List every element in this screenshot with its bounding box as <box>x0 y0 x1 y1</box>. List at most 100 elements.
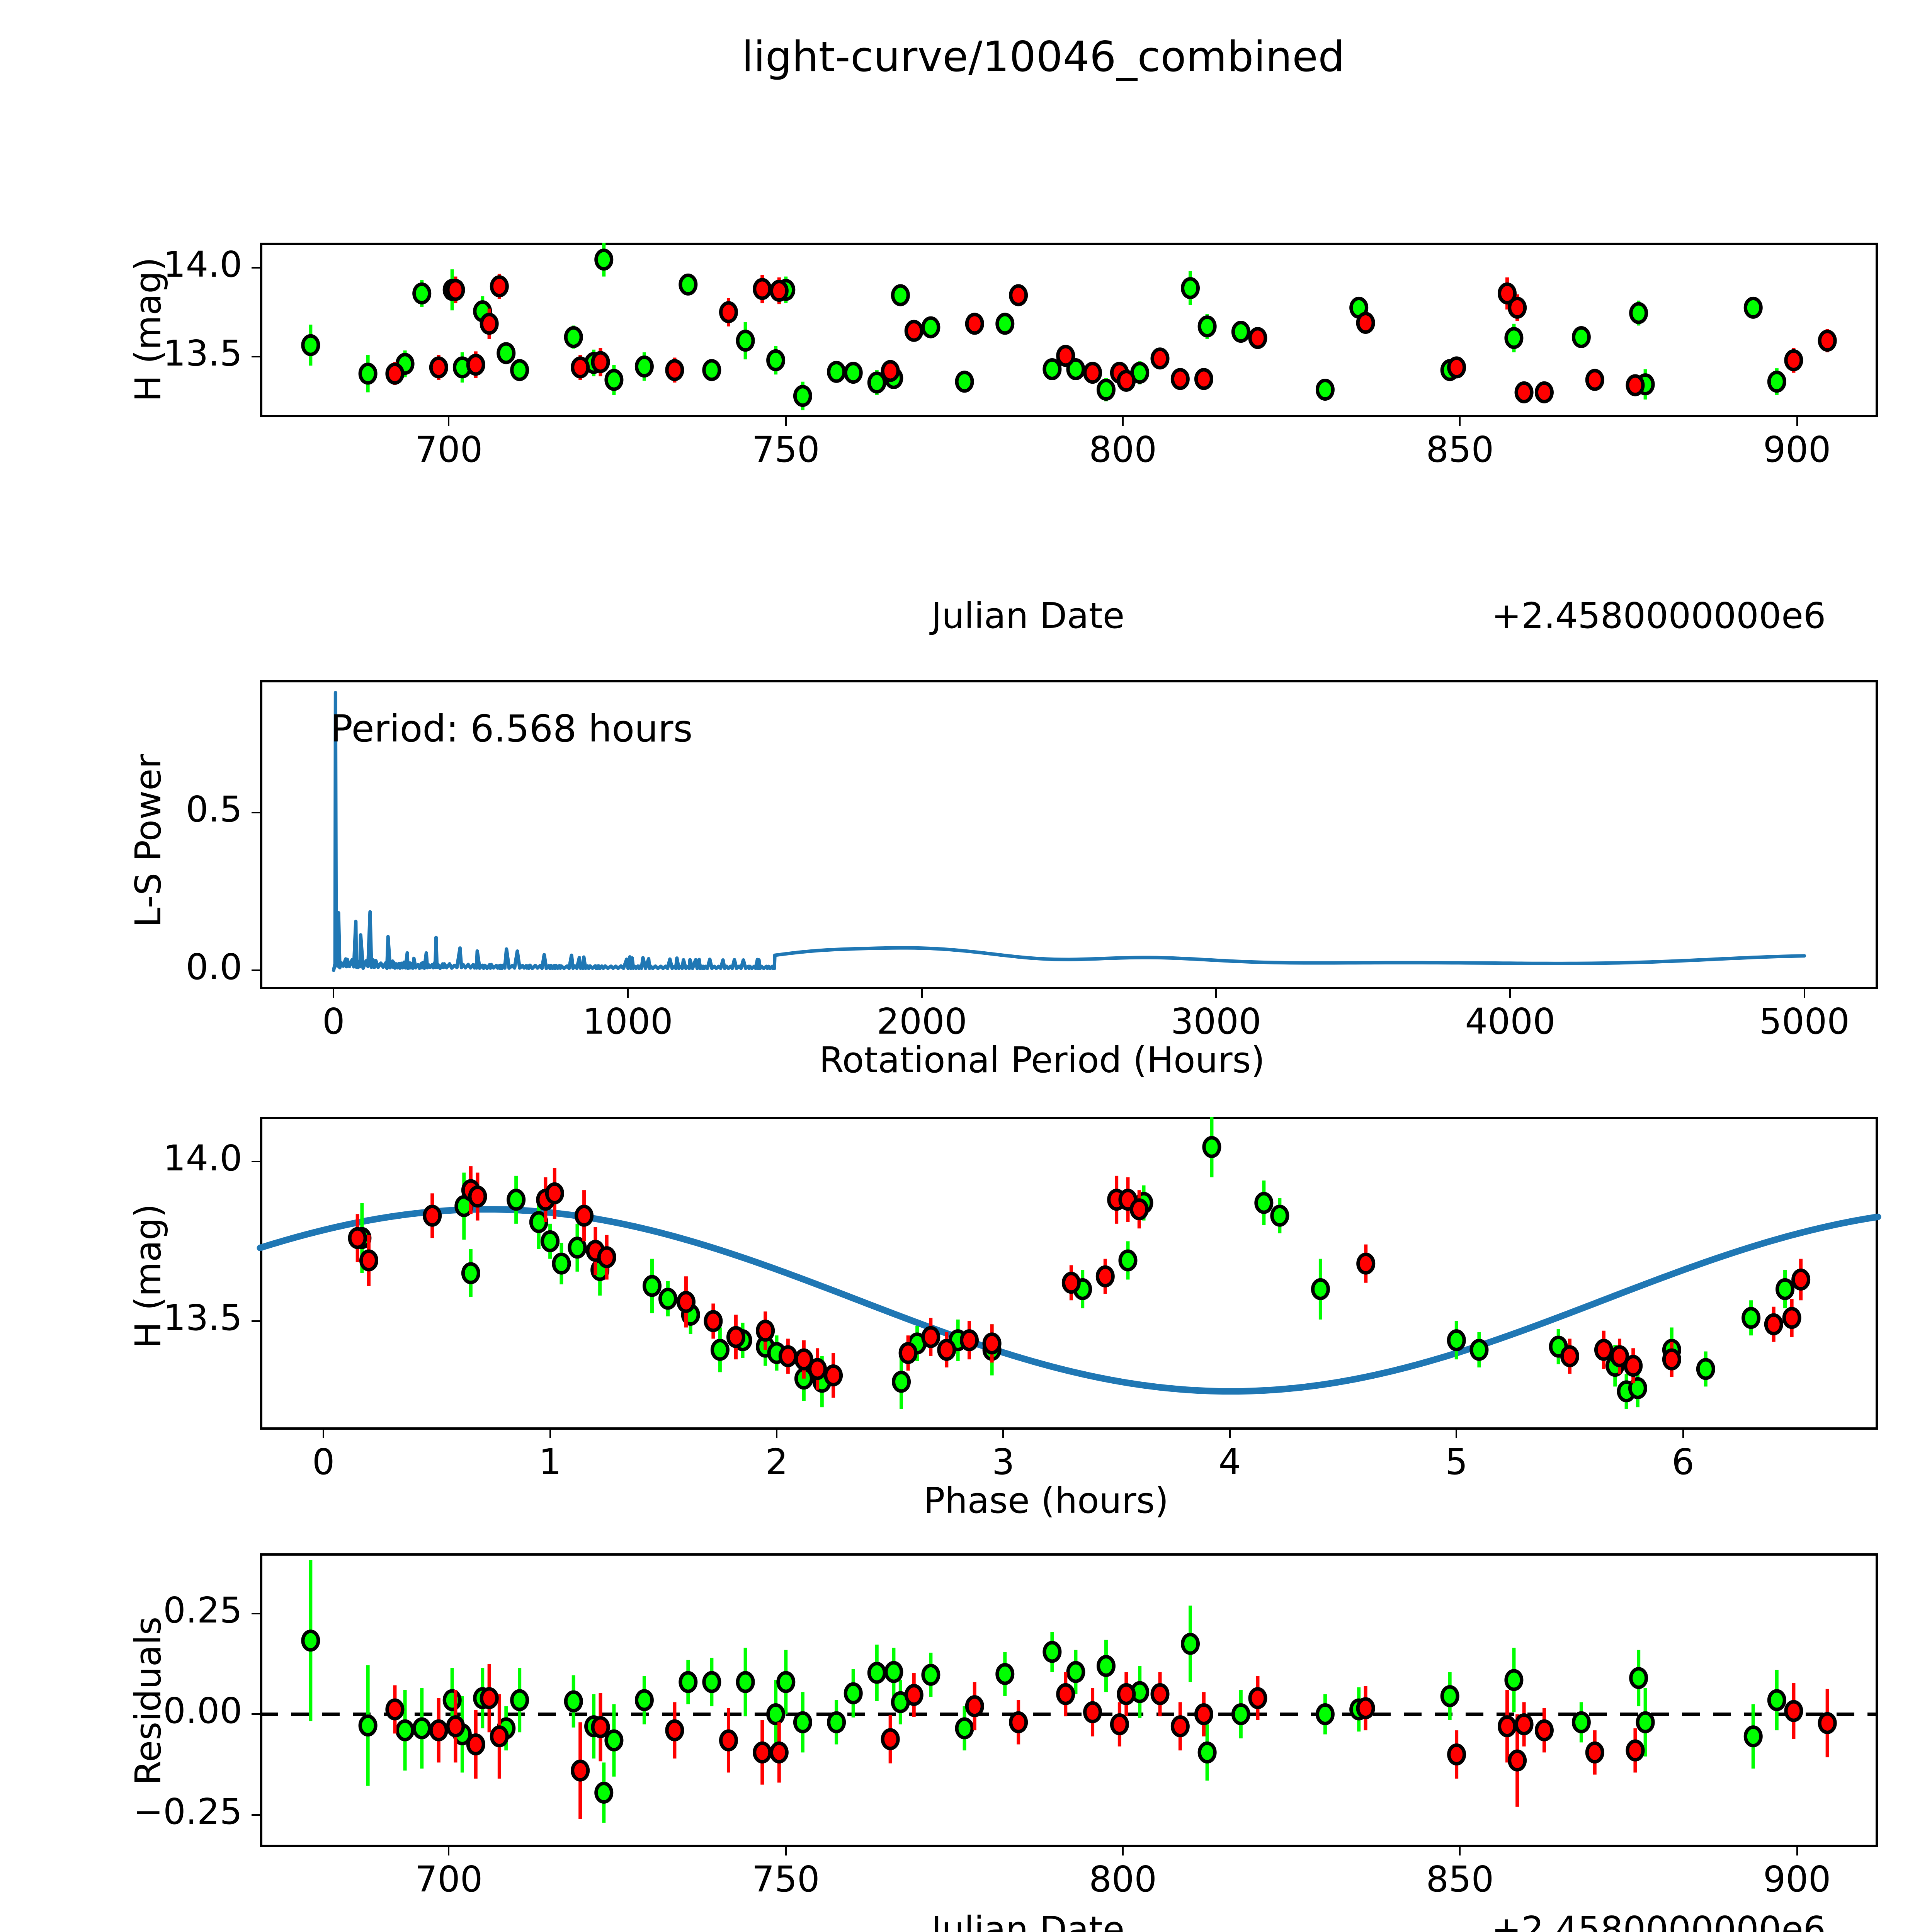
panel-residuals-xlabel: Julian Date <box>931 1909 1125 1932</box>
y-tick-label: 14.0 <box>163 243 242 285</box>
data-point <box>827 1711 846 1733</box>
x-tick <box>549 1430 551 1438</box>
data-point <box>1743 296 1763 319</box>
data-point <box>571 356 590 379</box>
data-point <box>1118 1249 1138 1272</box>
panel-periodogram-xlabel: Rotational Period (Hours) <box>819 1039 1265 1081</box>
data-point <box>1043 1641 1062 1663</box>
x-tick-label: 0 <box>312 1441 335 1483</box>
x-tick <box>776 1430 778 1438</box>
data-point <box>1150 347 1170 370</box>
data-point <box>301 1629 320 1652</box>
data-point <box>634 1689 654 1711</box>
data-point <box>385 362 405 385</box>
data-point <box>480 313 499 335</box>
data-point <box>423 1204 442 1227</box>
data-point <box>1194 1703 1213 1725</box>
x-tick <box>1122 1847 1124 1855</box>
data-point <box>564 326 583 348</box>
data-point <box>1626 374 1645 396</box>
x-tick-label: 900 <box>1763 429 1831 470</box>
data-point <box>412 282 432 304</box>
data-point <box>552 1252 571 1275</box>
series-green <box>301 1560 1786 1823</box>
data-point <box>736 1671 755 1693</box>
data-point <box>1610 1345 1629 1367</box>
data-point <box>776 1671 796 1693</box>
x-tick-label: 750 <box>752 429 820 470</box>
data-point <box>1117 1683 1136 1705</box>
data-point <box>844 362 863 384</box>
sinusoid-fit-line <box>257 1206 1881 1395</box>
data-point <box>1626 1739 1645 1762</box>
x-tick-label: 3000 <box>1171 1001 1262 1042</box>
series-red <box>348 1166 1811 1398</box>
data-point <box>1585 1741 1604 1764</box>
data-point <box>1202 1136 1221 1158</box>
data-point <box>891 284 910 306</box>
data-point <box>591 1716 610 1738</box>
data-point <box>468 1185 487 1208</box>
panel-phase-folded-xlabel: Phase (hours) <box>923 1480 1169 1521</box>
data-point <box>442 1689 462 1711</box>
data-point <box>1066 1661 1085 1683</box>
data-point <box>1585 369 1604 391</box>
data-point <box>1628 1377 1647 1400</box>
data-point <box>1571 326 1591 348</box>
y-tick <box>252 267 260 269</box>
data-point <box>793 385 812 407</box>
data-point <box>1784 1700 1803 1722</box>
data-point <box>719 1729 738 1752</box>
data-point <box>824 1364 843 1386</box>
figure-title: light-curve/10046_combined <box>742 33 1345 81</box>
panel-residuals-offset-text: +2.4580000000e6 <box>1492 1909 1826 1932</box>
data-point <box>719 301 738 323</box>
series-red <box>385 274 1837 403</box>
data-point <box>1514 1713 1534 1735</box>
y-tick-label: −0.25 <box>133 1791 242 1832</box>
data-point <box>1248 1687 1267 1709</box>
data-point <box>497 342 516 364</box>
data-point <box>884 1661 903 1683</box>
data-point <box>466 1733 485 1756</box>
data-point <box>466 354 485 376</box>
data-point <box>1764 1313 1783 1335</box>
data-point <box>1534 1719 1554 1742</box>
data-point <box>429 1719 448 1742</box>
data-point <box>1696 1358 1715 1380</box>
data-point <box>1315 379 1335 401</box>
data-point <box>965 1695 984 1718</box>
x-tick-label: 850 <box>1426 429 1494 470</box>
data-point <box>545 1182 564 1204</box>
data-point <box>867 1662 886 1684</box>
x-tick-label: 2 <box>765 1441 788 1483</box>
x-tick <box>1796 1847 1798 1855</box>
data-point <box>676 1291 696 1313</box>
data-point <box>1571 1711 1591 1733</box>
x-tick <box>1803 989 1805 998</box>
data-point <box>490 1725 509 1748</box>
panel-light-curve-xlabel: Julian Date <box>931 595 1125 636</box>
x-tick <box>1002 1430 1004 1438</box>
data-point <box>679 273 698 296</box>
data-point <box>1497 1715 1517 1738</box>
data-point <box>904 320 923 342</box>
data-point <box>1181 277 1200 299</box>
data-point <box>1231 1703 1250 1725</box>
x-tick-label: 800 <box>1089 1859 1157 1900</box>
data-point <box>1248 327 1267 349</box>
data-point <box>1636 1711 1655 1733</box>
y-tick-label: 0.25 <box>163 1590 242 1631</box>
data-point <box>1447 1743 1466 1766</box>
x-tick-label: 1000 <box>582 1001 673 1042</box>
data-point <box>1083 362 1102 384</box>
data-point <box>1150 1683 1170 1705</box>
data-point <box>892 1371 911 1393</box>
data-point <box>794 1348 813 1371</box>
y-tick-label: 13.5 <box>163 1297 242 1338</box>
data-point <box>1534 381 1554 403</box>
y-tick-label: 14.0 <box>163 1137 242 1179</box>
y-tick <box>252 1713 260 1715</box>
data-point <box>446 1715 465 1738</box>
data-point <box>1629 302 1648 324</box>
